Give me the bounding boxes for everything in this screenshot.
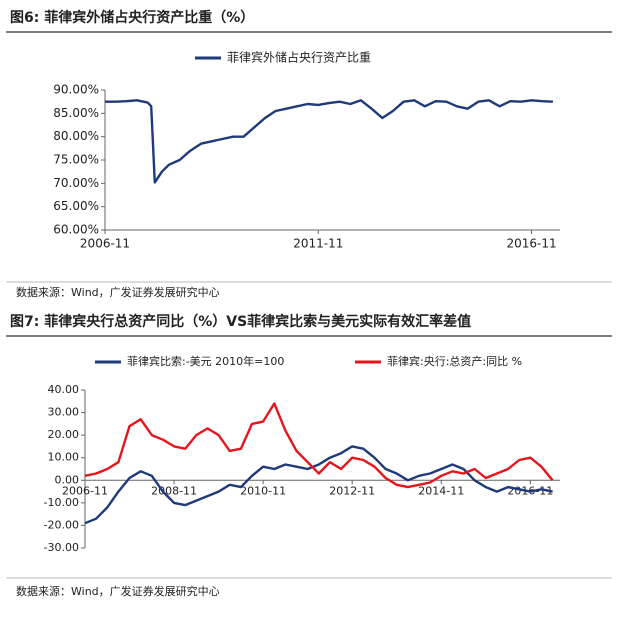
source-note: 数据来源：Wind，广发证券发展研究中心 xyxy=(16,285,220,299)
chart-title: 图7: 菲律宾央行总资产同比（%）VS菲律宾比索与美元实际有效汇率差值 xyxy=(10,313,471,330)
y-tick-label: 40.00 xyxy=(48,383,80,396)
x-tick-label: 2014-11 xyxy=(418,484,464,497)
y-tick-label: 80.00% xyxy=(53,129,99,143)
y-tick-label: 0.00 xyxy=(55,473,80,486)
data-line xyxy=(84,445,553,525)
x-tick-label: 2012-11 xyxy=(329,484,375,497)
y-tick-label: 90.00% xyxy=(53,83,99,97)
legend-label: 菲律宾外储占央行资产比重 xyxy=(227,50,371,65)
y-tick-label: 20.00 xyxy=(48,428,80,441)
y-tick-label: 70.00% xyxy=(53,176,99,190)
data-line xyxy=(84,402,554,489)
y-tick-label: 10.00 xyxy=(48,451,80,464)
x-tick-label: 2010-11 xyxy=(240,484,286,497)
y-tick-label: -20.00 xyxy=(44,518,79,531)
y-tick-label: 75.00% xyxy=(53,153,99,167)
source-note: 数据来源：Wind，广发证券发展研究中心 xyxy=(16,584,220,598)
x-tick-label: 2006-11 xyxy=(80,237,130,251)
y-tick-label: -30.00 xyxy=(44,541,79,554)
y-tick-label: -10.00 xyxy=(44,496,79,509)
y-tick-label: 30.00 xyxy=(48,406,80,419)
legend-label: 菲律宾比索:-美元 2010年=100 xyxy=(127,354,284,368)
x-tick-label: 2008-11 xyxy=(151,484,197,497)
chart-title: 图6: 菲律宾外储占央行资产比重（%） xyxy=(10,9,254,26)
data-line xyxy=(105,99,553,184)
x-tick-label: 2011-11 xyxy=(293,237,343,251)
x-tick-label: 2016-11 xyxy=(506,237,556,251)
y-tick-label: 85.00% xyxy=(53,106,99,120)
x-tick-label: 2006-11 xyxy=(62,484,108,497)
legend-label: 菲律宾:央行:总资产:同比 % xyxy=(387,354,522,368)
y-tick-label: 60.00% xyxy=(53,223,99,237)
y-tick-label: 65.00% xyxy=(53,199,99,213)
